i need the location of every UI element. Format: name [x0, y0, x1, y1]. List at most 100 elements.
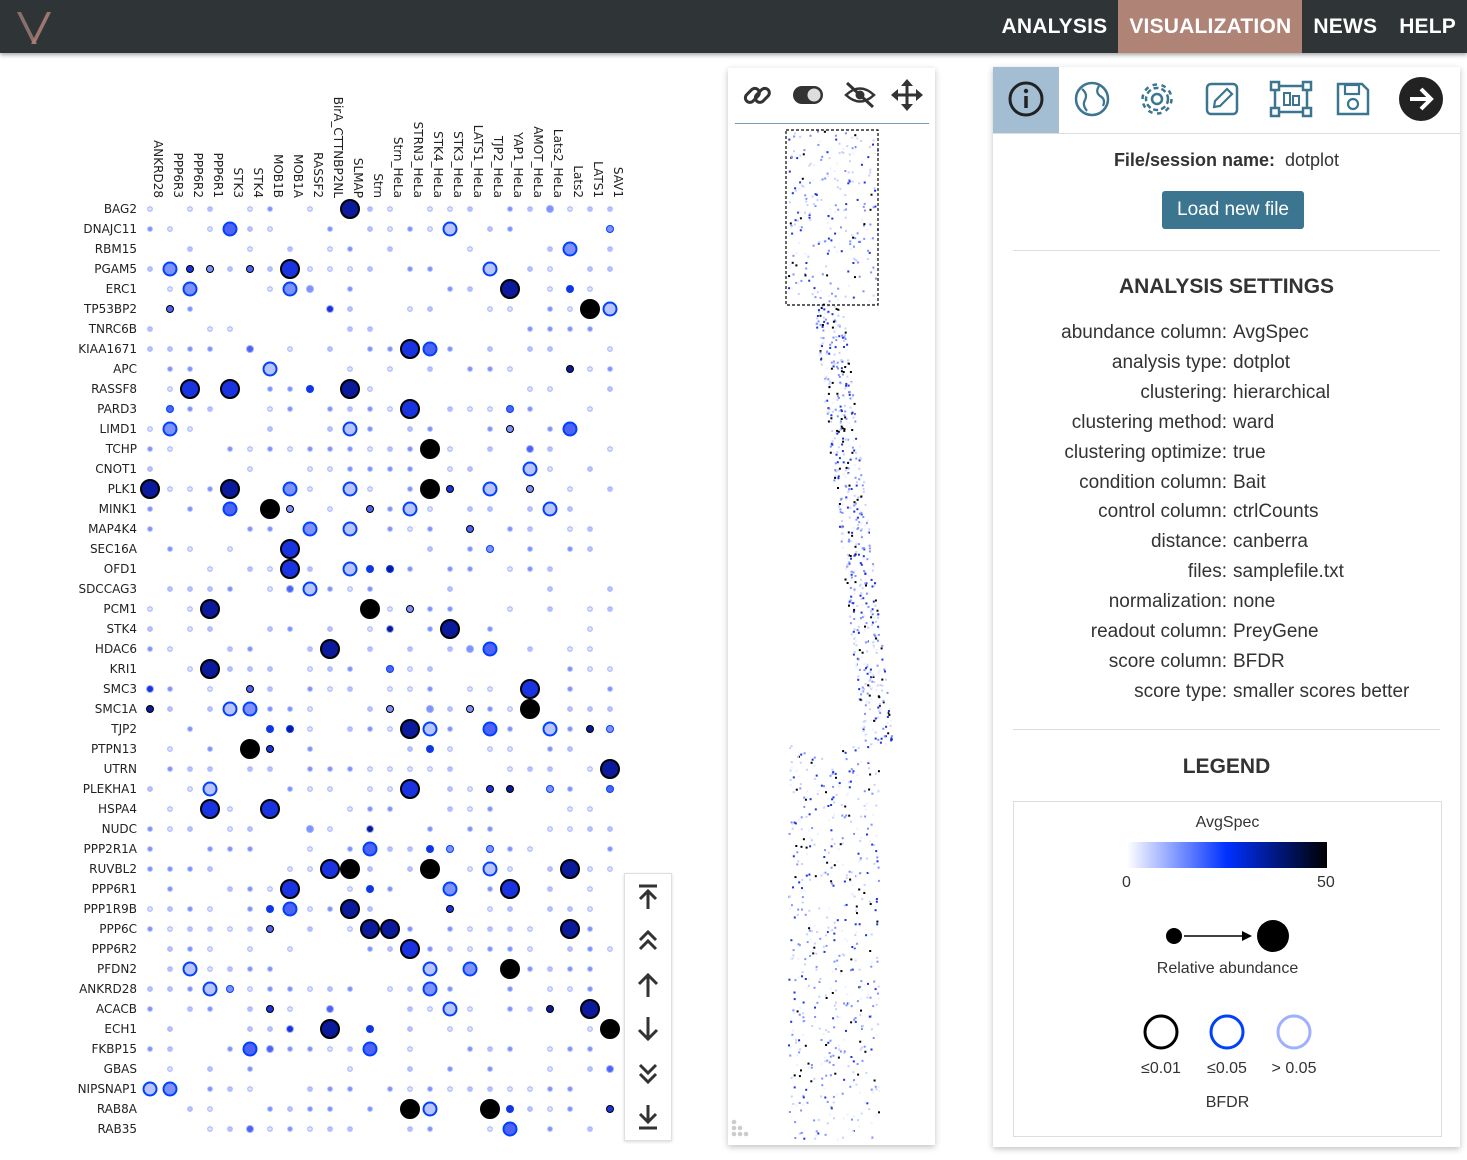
dot[interactable] — [347, 1066, 353, 1072]
dot[interactable] — [407, 426, 413, 432]
dot[interactable] — [247, 826, 253, 832]
dot[interactable] — [147, 326, 153, 332]
dot[interactable] — [340, 379, 360, 399]
dot[interactable] — [527, 966, 533, 972]
dot[interactable] — [467, 946, 473, 952]
dot[interactable] — [286, 505, 294, 513]
dot[interactable] — [267, 386, 273, 392]
dot[interactable] — [520, 699, 540, 719]
dot[interactable] — [167, 1046, 173, 1052]
dot[interactable] — [227, 926, 233, 932]
dot[interactable] — [387, 346, 393, 352]
dot[interactable] — [347, 926, 353, 932]
dot[interactable] — [187, 486, 193, 492]
dot[interactable] — [587, 406, 593, 412]
dot[interactable] — [487, 686, 493, 692]
dot[interactable] — [587, 706, 593, 712]
dot[interactable] — [167, 986, 173, 992]
dot[interactable] — [247, 1066, 253, 1072]
dot[interactable] — [187, 1106, 193, 1112]
dot[interactable] — [360, 599, 380, 619]
dot[interactable] — [407, 666, 413, 672]
dot[interactable] — [287, 986, 293, 992]
dot[interactable] — [267, 1026, 273, 1032]
dot[interactable] — [487, 886, 493, 892]
dot[interactable] — [207, 686, 213, 692]
dot[interactable] — [567, 686, 573, 692]
dot[interactable] — [587, 1066, 593, 1072]
dot[interactable] — [287, 446, 293, 452]
dot[interactable] — [602, 301, 618, 317]
dot[interactable] — [507, 906, 513, 912]
dot[interactable] — [587, 666, 593, 672]
dot[interactable] — [387, 766, 393, 772]
dot[interactable] — [207, 846, 213, 852]
dot[interactable] — [367, 406, 373, 412]
dot[interactable] — [227, 1046, 233, 1052]
dot[interactable] — [587, 1026, 593, 1032]
dot[interactable] — [240, 739, 260, 759]
dot[interactable] — [482, 641, 498, 657]
dot[interactable] — [167, 366, 173, 372]
dot[interactable] — [367, 1106, 373, 1112]
dot[interactable] — [547, 426, 553, 432]
dot[interactable] — [566, 365, 574, 373]
dot[interactable] — [267, 886, 273, 892]
dot[interactable] — [287, 346, 293, 352]
dot[interactable] — [606, 1065, 614, 1073]
dot[interactable] — [267, 626, 273, 632]
dot[interactable] — [146, 705, 154, 713]
dot[interactable] — [447, 986, 453, 992]
dot[interactable] — [387, 686, 393, 692]
dot[interactable] — [527, 846, 533, 852]
dot[interactable] — [547, 886, 553, 892]
dot[interactable] — [607, 846, 613, 852]
dot[interactable] — [180, 379, 200, 399]
dot[interactable] — [547, 1086, 553, 1092]
dot[interactable] — [347, 366, 353, 372]
dot[interactable] — [427, 666, 433, 672]
dot[interactable] — [367, 486, 373, 492]
dot[interactable] — [567, 906, 573, 912]
dot[interactable] — [287, 406, 293, 412]
dot[interactable] — [527, 346, 533, 352]
dot[interactable] — [547, 1126, 553, 1132]
dot[interactable] — [487, 746, 493, 752]
dot[interactable] — [587, 906, 593, 912]
dot[interactable] — [247, 886, 253, 892]
dot[interactable] — [467, 506, 473, 512]
dot[interactable] — [227, 586, 233, 592]
dot[interactable] — [287, 1106, 293, 1112]
dot[interactable] — [367, 766, 373, 772]
dot[interactable] — [547, 326, 553, 332]
dot[interactable] — [227, 646, 233, 652]
dot[interactable] — [407, 266, 413, 272]
dot[interactable] — [527, 1006, 533, 1012]
dot[interactable] — [547, 246, 553, 252]
dot[interactable] — [247, 646, 253, 652]
dot[interactable] — [307, 466, 313, 472]
dot[interactable] — [307, 926, 313, 932]
dot[interactable] — [427, 606, 433, 612]
dot[interactable] — [527, 206, 533, 212]
dot[interactable] — [487, 826, 493, 832]
dot[interactable] — [422, 341, 438, 357]
dot[interactable] — [187, 766, 193, 772]
dot[interactable] — [520, 679, 540, 699]
dot[interactable] — [207, 766, 213, 772]
nav-news[interactable]: NEWS — [1313, 15, 1378, 38]
dot[interactable] — [187, 426, 193, 432]
dot[interactable] — [487, 426, 493, 432]
dot[interactable] — [306, 825, 314, 833]
dot[interactable] — [147, 626, 153, 632]
dot[interactable] — [607, 366, 613, 372]
dot[interactable] — [440, 619, 460, 639]
dot[interactable] — [426, 745, 434, 753]
dot[interactable] — [427, 366, 433, 372]
dot[interactable] — [407, 986, 413, 992]
dot[interactable] — [462, 961, 478, 977]
dot[interactable] — [287, 1046, 293, 1052]
dot[interactable] — [427, 226, 433, 232]
dot[interactable] — [427, 1086, 433, 1092]
dot[interactable] — [247, 926, 253, 932]
